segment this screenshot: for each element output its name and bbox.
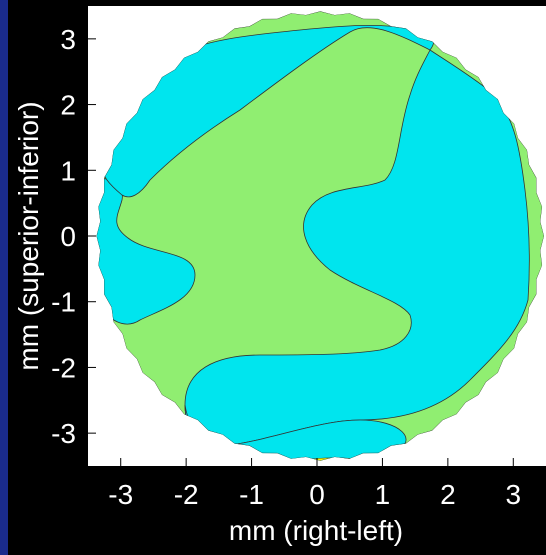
y-tick-label: -3 [51, 418, 76, 449]
x-tick-label: 3 [505, 479, 521, 510]
x-tick-label: 0 [309, 479, 325, 510]
x-tick-label: 1 [375, 479, 391, 510]
contour-region-top-band [99, 24, 434, 198]
x-axis: -3 -2 -1 0 1 2 3 [108, 458, 521, 510]
x-tick-label: -1 [239, 479, 264, 510]
y-tick-label: -2 [51, 352, 76, 383]
contour-region-right-c-shape [184, 49, 530, 446]
left-color-strip [0, 0, 8, 555]
aperture-edge [96, 11, 544, 461]
y-axis-label: mm (superior-inferior) [13, 101, 44, 370]
y-tick-label: -1 [51, 287, 76, 318]
contour-region-left-lobe [96, 178, 196, 325]
y-tick-label: 2 [60, 90, 76, 121]
x-tick-label: -3 [108, 479, 133, 510]
y-axis: 3 2 1 0 -1 -2 -3 [51, 24, 96, 449]
y-tick-label: 1 [60, 155, 76, 186]
x-axis-label: mm (right-left) [229, 515, 403, 546]
y-tick-label: 3 [60, 24, 76, 55]
y-tick-label: 0 [60, 221, 76, 252]
x-tick-label: 2 [440, 479, 456, 510]
x-tick-label: -2 [174, 479, 199, 510]
